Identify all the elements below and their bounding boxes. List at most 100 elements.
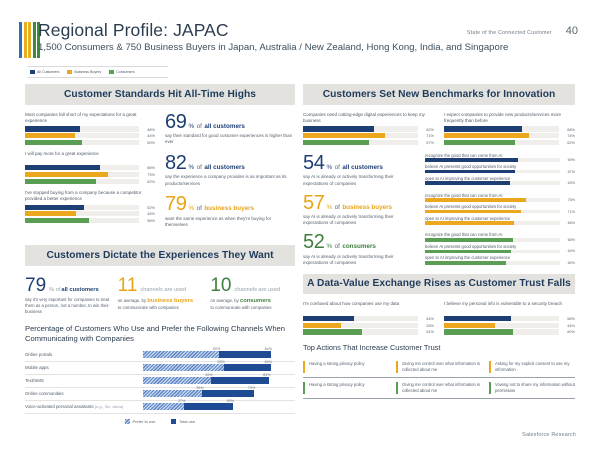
channels-chart-title: Percentage of Customers Who Use and Pref… — [25, 324, 286, 344]
bar-value: 68% — [567, 126, 575, 132]
stat-percent-sign: % — [326, 203, 333, 211]
panel-title: Customers Dictate the Experiences They W… — [25, 245, 295, 266]
stat-of: of — [334, 163, 340, 171]
channel-bars: 50% 84% — [143, 347, 295, 361]
bar-value: 75% — [567, 198, 575, 203]
bar-row: 66% — [25, 165, 155, 171]
trust-action-cell: Having a strong privacy policy — [303, 361, 389, 374]
bar-value: 71% — [426, 133, 434, 139]
stat-headline: 11 channels are used — [118, 276, 203, 295]
stat-of: of — [196, 122, 202, 130]
trust-actions: Having a strong privacy policy Giving me… — [303, 357, 575, 399]
stat-description: say AI is already or actively transformi… — [303, 214, 394, 226]
trust-actions-title: Top Actions That Increase Customer Trust — [303, 343, 441, 353]
stat-audience: business buyers — [204, 205, 255, 212]
bar-track — [425, 181, 560, 185]
stat-number: 79 — [165, 193, 187, 215]
bar-row: 74% — [444, 133, 575, 139]
bar-track — [303, 322, 418, 328]
standards-stats: 69 % of all customers say their standard… — [165, 112, 295, 236]
channel-legend-item: Total use — [171, 418, 195, 424]
stat-number: 52 — [303, 231, 325, 254]
ai-item-bar: 69% — [425, 158, 575, 162]
bar-track — [25, 178, 139, 184]
brand-bars-icon — [19, 22, 40, 58]
stat-headline: 57 % of business buyers — [303, 193, 415, 213]
stat-percent-sign: % — [326, 243, 333, 251]
bar-row: 44% — [303, 315, 434, 322]
bar-track — [425, 198, 560, 202]
stat-block: 82 % of all customers say the experience… — [165, 153, 295, 187]
bar-group-question: I believe my personal info is vulnerable… — [444, 301, 563, 307]
stat-number: 69 — [165, 110, 187, 133]
legend-item-2: Consumers — [109, 69, 135, 74]
channel-prefer-bar — [143, 390, 203, 398]
bar-row: 58% — [444, 315, 575, 322]
innovation-bars: Companies need cutting-edge digital expe… — [303, 112, 575, 147]
dictate-stats: 79 % of all customers say it's very impo… — [25, 276, 295, 315]
footer-source: Salesforce Research — [522, 432, 576, 438]
bar-track — [25, 126, 139, 132]
bar-value: 74% — [567, 133, 575, 139]
legend-swatch-icon — [30, 69, 35, 74]
bar-fill — [25, 178, 96, 184]
bar-group: I've stopped buying from a company becau… — [25, 190, 155, 224]
channel-row: Online communities 39% 73% — [25, 386, 295, 401]
bar-track — [25, 211, 139, 217]
bar-fill — [25, 165, 101, 171]
bar-group-question: Most companies fall short of my expectat… — [25, 111, 137, 123]
trust-action-text: Having a strong privacy policy — [309, 382, 365, 388]
legend-item-1: Business Buyers — [67, 69, 101, 74]
bar-track — [425, 261, 560, 265]
bar-fill — [303, 133, 385, 139]
bar-group-question: Companies need cutting-edge digital expe… — [303, 111, 425, 123]
stat-headline: 79 % of all customers — [25, 276, 110, 295]
brand-bar-4 — [37, 22, 40, 58]
bar-value: 60% — [567, 329, 575, 335]
channel-total-value: 84% — [264, 347, 272, 352]
bar-fill — [303, 139, 369, 146]
bar-value: 45% — [147, 211, 155, 217]
bar-value: 65% — [567, 237, 575, 242]
accent-bar-icon — [489, 382, 491, 394]
bar-track — [303, 139, 418, 146]
stat-of: of — [334, 243, 340, 251]
bar-fill — [25, 139, 82, 146]
bar-value: 62% — [567, 140, 575, 146]
bar-value: 33% — [426, 322, 434, 328]
accent-bar-icon — [303, 361, 305, 374]
ai-item: open to AI improving the customer experi… — [425, 255, 575, 265]
stat-audience: all customers — [204, 163, 245, 171]
ai-item-bar: 64% — [425, 249, 575, 253]
ai-item: open to AI improving the customer experi… — [425, 176, 575, 185]
stat-headline: 54 % of all customers — [303, 153, 415, 173]
stat-number: 79 — [25, 274, 47, 296]
stat-percent-sign: % — [188, 163, 195, 171]
bar-value: 62% — [426, 126, 434, 132]
ai-item-text: open to AI improving the customer experi… — [425, 215, 511, 221]
panel-title: Customers Set New Benchmarks for Innovat… — [303, 84, 575, 105]
ai-item-bar: 67% — [425, 170, 575, 174]
bar-group-question: I'm confused about how companies use my … — [303, 301, 400, 307]
bar-value: 66% — [147, 165, 155, 171]
series-legend: All Customers Business Buyers Consumers — [28, 66, 168, 78]
bar-row: 44% — [25, 133, 155, 139]
trust-action-text: Having a strong privacy policy — [309, 361, 365, 367]
legend-swatch-icon — [171, 418, 177, 424]
stat-block: 79 % of business buyers want the same ex… — [165, 194, 295, 228]
stat-percent-sign: % — [188, 122, 195, 130]
bar-fill — [444, 139, 516, 146]
stat-headline: 52 % of consumers — [303, 232, 415, 252]
page-title: Regional Profile: JAPAC — [38, 20, 229, 40]
bar-row: 73% — [25, 172, 155, 178]
bar-track — [444, 322, 559, 328]
channel-row: Mobile apps 53% 84% — [25, 360, 295, 375]
ai-item-text: recognize the good that can come from AI — [425, 232, 503, 238]
right-column: Customers Set New Benchmarks for Innovat… — [303, 84, 575, 399]
channel-name: Text/SMS — [25, 378, 44, 384]
ai-items: recognize the good that can come from AI… — [425, 153, 575, 187]
channels-chart: Online portals 50% 84% Mobile apps 53% 8… — [25, 347, 295, 414]
bar-fill — [444, 126, 523, 132]
stat-of: of — [196, 205, 202, 212]
stat-block: 10 channels are used on average, by cons… — [210, 276, 295, 315]
